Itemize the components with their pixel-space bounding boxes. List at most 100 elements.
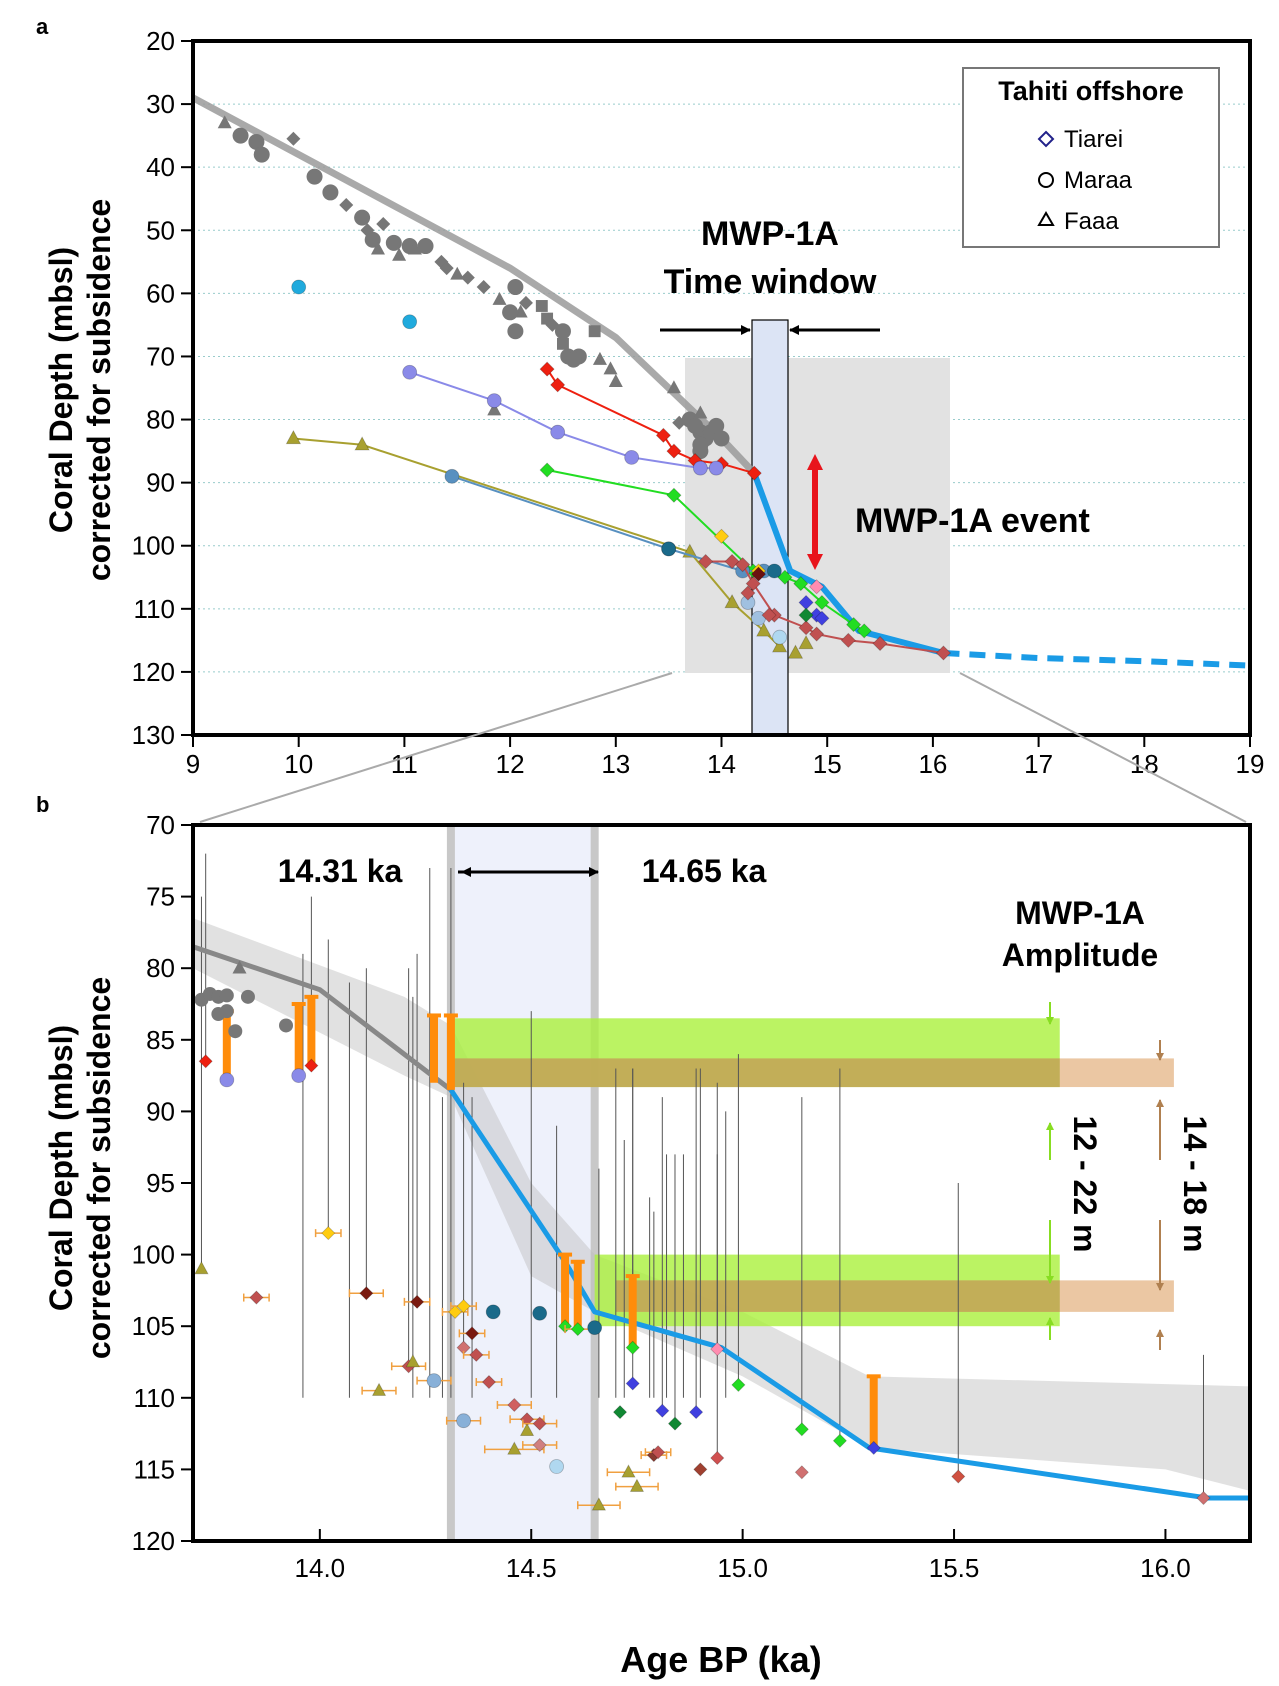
data-point [359,1286,374,1301]
data-point [761,607,777,623]
series-point-2 [354,436,370,451]
series-point-5 [698,553,714,570]
data-point [798,607,814,623]
panel-b-ylabel-line2: corrected for subsidence [81,977,117,1359]
data-point-grey [253,146,270,163]
x-tick-label: 15 [813,749,842,779]
data-point-grey [439,261,454,276]
data-point [625,1376,640,1391]
data-point [426,1373,442,1389]
x-tick-label: 13 [601,749,630,779]
data-point-grey [666,380,681,394]
series-point-5 [840,632,856,648]
series-line-3 [546,469,865,632]
x-tick-label: 15.0 [717,1553,768,1583]
panel-a-y-label: Coral Depth (mbsl) corrected for subside… [43,199,117,581]
data-point [519,1422,535,1437]
data-point [651,1445,666,1460]
data-point [481,1374,497,1390]
y-tick-label: 30 [146,89,175,119]
panel-a-legend: Tahiti offshore Tiarei Maraa Faaa [962,67,1220,248]
y-tick-label: 90 [146,468,175,498]
data-point [507,1441,522,1455]
y-tick-label: 120 [132,657,175,687]
series-point-3 [777,569,793,585]
data-point [731,1377,746,1392]
data-point [625,1340,640,1355]
data-point [194,1260,209,1275]
sea-level-curve-grey [193,944,453,1092]
series-point-3 [666,487,682,503]
data-point [750,566,767,582]
panel-a-label: a [36,14,49,39]
series-point-1 [402,364,418,380]
panel-b-y-label: Coral Depth (mbsl) corrected for subside… [43,977,117,1359]
amplitude-band-overlap [615,1280,1060,1312]
data-point-grey [364,231,381,248]
data-point [710,1450,725,1466]
data-point [814,610,830,626]
y-tick-label: 115 [134,1454,175,1484]
series-point-5 [724,553,740,570]
data-point [693,1462,708,1477]
legend-triangle-icon [1037,211,1055,226]
window-end-label: 14.65 ka [642,853,767,889]
zoom-connector-left [199,672,673,823]
series-point-1 [708,460,724,476]
data-point-grey [502,304,519,321]
y-tick-label: 100 [132,531,175,561]
data-point [532,1437,547,1453]
series-point-2 [756,622,772,637]
data-point-grey [592,351,607,365]
panel-b-ylabel-line1: Coral Depth (mbsl) [43,1025,79,1311]
series-point-3 [793,576,809,592]
series-point-1 [486,393,502,409]
data-point [410,1294,425,1309]
series-point-1 [692,460,708,476]
y-tick-label: 70 [146,341,175,371]
amplitude-tan-value: 14 - 18 m [1177,1116,1213,1253]
data-point-grey [240,989,255,1004]
panel-b-x-axis: 14.0 14.5 15.0 15.5 16.0 [295,1529,1191,1583]
data-point-grey [385,234,402,251]
y-tick-label: 20 [146,26,175,56]
data-point [772,629,788,645]
data-point-grey [535,300,548,312]
y-tick-label: 120 [132,1526,175,1556]
data-point-grey [518,295,533,310]
series-point-2 [771,638,788,653]
data-point [405,1354,421,1368]
x-tick-label: 10 [284,749,313,779]
series-point-4 [444,468,460,484]
data-point-grey [392,247,407,261]
data-point-grey [541,312,554,325]
legend-label-faaa: Faaa [1064,208,1119,235]
x-tick-label: 14.0 [295,1553,346,1583]
series-point-0 [539,361,555,377]
data-point-grey [407,241,422,255]
y-tick-label: 105 [132,1311,175,1341]
data-point-grey [370,241,385,255]
data-point-grey [219,1004,234,1019]
x-tick-label: 12 [496,749,525,779]
series-point-0 [550,377,566,393]
y-tick-label: 100 [132,1240,175,1270]
data-point-grey [376,216,391,231]
amplitude-band-overlap [450,1058,1060,1088]
data-point-grey [713,430,730,447]
x-tick-label: 14.5 [506,1553,557,1583]
data-point-grey [565,351,582,368]
series-point-3 [814,594,830,611]
series-point-3 [856,623,872,639]
series-point-3 [539,462,555,478]
data-point-grey [507,279,524,296]
y-tick-label: 80 [146,405,175,435]
data-point [655,1403,670,1418]
data-point [507,1397,522,1413]
data-point-grey [248,133,265,150]
x-tick-label: 9 [186,749,200,779]
panel-a-time-window [751,319,789,736]
data-point [291,1068,307,1083]
data-point [456,1413,471,1429]
panel-a-x-axis: 9 10 11 12 13 14 15 16 17 18 19 [186,735,1264,779]
